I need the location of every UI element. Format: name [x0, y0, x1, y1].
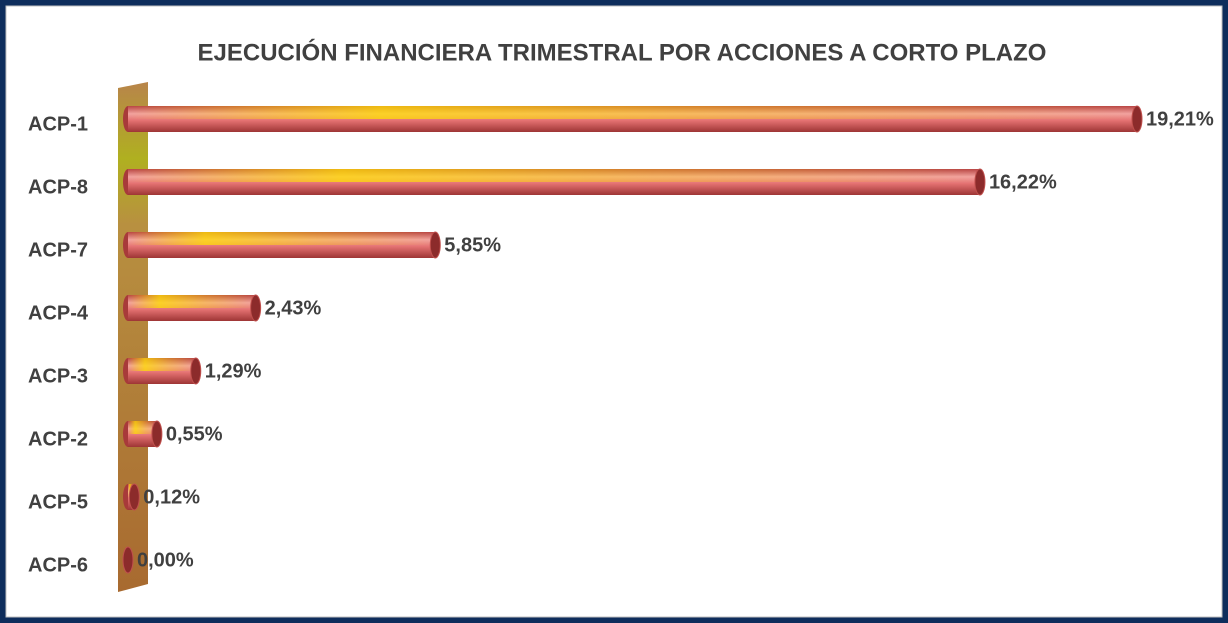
category-label: ACP-5: [28, 491, 88, 513]
category-label: ACP-3: [28, 365, 88, 387]
axis-wall: [118, 82, 148, 592]
bar-highlight: [128, 106, 1137, 119]
bar-highlight: [128, 232, 436, 245]
value-label: 1,29%: [205, 360, 262, 382]
bar-end-cap: [250, 294, 262, 322]
category-label: ACP-2: [28, 428, 88, 450]
category-label: ACP-6: [28, 554, 88, 576]
bar-highlight: [128, 358, 196, 371]
value-label: 0,00%: [137, 549, 194, 571]
category-label: ACP-4: [28, 302, 89, 324]
bar-end-cap: [128, 483, 140, 511]
bar-end-cap: [151, 420, 163, 448]
value-label: 16,22%: [989, 171, 1057, 193]
value-label: 0,12%: [143, 486, 200, 508]
bar-end-cap: [122, 546, 134, 574]
bar-end-cap: [190, 357, 202, 385]
bar-end-cap: [429, 231, 441, 259]
value-label: 0,55%: [166, 423, 223, 445]
chart-title: EJECUCIÓN FINANCIERA TRIMESTRAL POR ACCI…: [198, 38, 1047, 66]
category-label: ACP-8: [28, 176, 88, 198]
bar-highlight: [128, 169, 980, 182]
bar-highlight: [128, 421, 157, 434]
category-label: ACP-1: [28, 113, 88, 135]
category-label: ACP-7: [28, 239, 88, 261]
value-label: 19,21%: [1146, 108, 1214, 130]
bar-end-cap: [1131, 105, 1143, 133]
bar-highlight: [128, 295, 256, 308]
bar-end-cap: [974, 168, 986, 196]
value-label: 5,85%: [444, 234, 501, 256]
value-label: 2,43%: [265, 297, 322, 319]
